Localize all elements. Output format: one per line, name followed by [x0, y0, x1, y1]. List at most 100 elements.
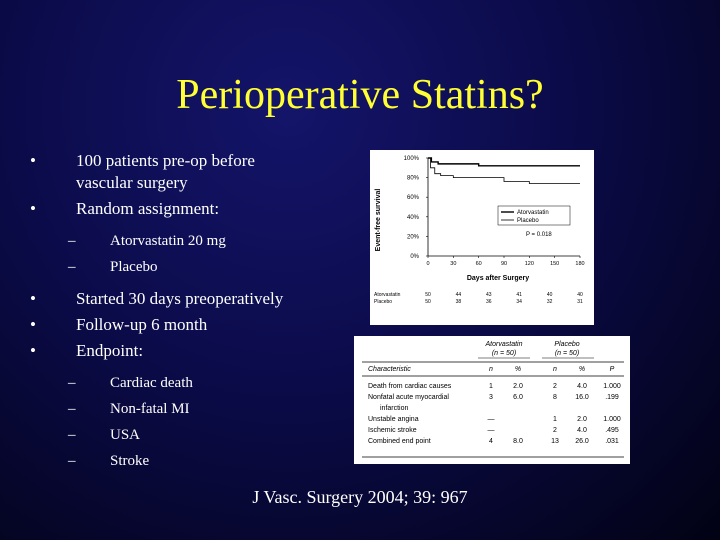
y-tick-label: 20%: [407, 234, 420, 240]
sub-bullet-text: USA: [110, 427, 141, 443]
sub-bullet-item: – USA: [30, 424, 360, 446]
at-risk-value: 36: [486, 299, 492, 305]
at-risk-value: 50: [425, 299, 431, 305]
table-cell: 2.0: [513, 383, 523, 390]
group-header: (n = 50): [555, 350, 579, 357]
bullet-item: • Random assignment:: [30, 198, 360, 220]
at-risk-value: 31: [577, 299, 583, 305]
table-cell: —: [488, 416, 495, 423]
survival-chart: 0% 20% 40% 60% 80% 100% 0 30 60 90 120 150 180 Event…: [374, 156, 585, 305]
x-tick-label: 150: [550, 261, 559, 267]
at-risk-value: 43: [486, 292, 492, 298]
sub-bullet-item: – Atorvastatin 20 mg: [30, 230, 360, 252]
table-col-header: %: [579, 366, 585, 373]
bullet-item: • 100 patients pre-op before: [30, 150, 360, 172]
outcomes-table-figure: Atorvastatin (n = 50) Placebo (n = 50) C…: [354, 336, 630, 464]
table-cell: 4.0: [577, 427, 587, 434]
sub-bullet-item: – Stroke: [30, 450, 360, 472]
bullet-item: vascular surgery: [30, 172, 360, 194]
table-cell: 2: [553, 427, 557, 434]
y-axis-label: Event-free survival: [375, 189, 382, 252]
table-col-header: n: [489, 366, 493, 373]
y-tick-label: 0%: [410, 254, 419, 260]
bullet-item: • Follow-up 6 month: [30, 314, 360, 336]
legend-label: Placebo: [517, 218, 539, 224]
sub-bullet-text: Atorvastatin 20 mg: [110, 233, 226, 249]
x-axis-label: Days after Surgery: [467, 275, 529, 282]
table-cell: 16.0: [575, 394, 589, 401]
table-cell: 1.000: [603, 416, 621, 423]
at-risk-value: 40: [547, 292, 553, 298]
table-cell: 4: [489, 438, 493, 445]
table-cell: 4.0: [577, 383, 587, 390]
table-cell: 1: [489, 383, 493, 390]
bullet-text: Endpoint:: [76, 341, 144, 360]
bullet-marker: •: [30, 341, 36, 360]
sub-bullet-text: Placebo: [110, 259, 158, 275]
sub-bullet-marker: –: [68, 427, 76, 443]
at-risk-label: Placebo: [374, 299, 392, 305]
table-row-label: Unstable angina: [368, 416, 419, 423]
table-col-header: n: [553, 366, 557, 373]
at-risk-value: 40: [577, 292, 583, 298]
bullet-item: • Endpoint:: [30, 340, 360, 362]
bullet-text: Follow-up 6 month: [76, 315, 208, 334]
table-col-header: P: [610, 366, 615, 373]
legend-label: Atorvastatin: [517, 210, 549, 216]
sub-bullet-marker: –: [68, 453, 76, 469]
sub-bullet-marker: –: [68, 401, 76, 417]
sub-bullet-marker: –: [68, 375, 76, 391]
bullet-text: 100 patients pre-op before: [76, 151, 255, 170]
x-tick-label: 60: [476, 261, 482, 267]
sub-bullet-text: Cardiac death: [110, 375, 193, 391]
y-tick-label: 60%: [407, 195, 420, 201]
survival-chart-figure: 0% 20% 40% 60% 80% 100% 0 30 60 90 120 150 180 Event…: [370, 150, 594, 325]
table-cell: 2.0: [577, 416, 587, 423]
outcomes-table: Atorvastatin (n = 50) Placebo (n = 50) C…: [362, 341, 624, 458]
sub-bullet-text: Non-fatal MI: [110, 401, 190, 417]
table-cell: 1: [553, 416, 557, 423]
bullet-marker: •: [30, 315, 36, 334]
bullet-text: vascular surgery: [76, 173, 188, 192]
bullet-marker: •: [30, 151, 36, 170]
bullet-item: • Started 30 days preoperatively: [30, 288, 360, 310]
table-cell: .199: [605, 394, 619, 401]
x-tick-label: 120: [525, 261, 534, 267]
table-col-header: %: [515, 366, 521, 373]
table-row-label: infarction: [380, 405, 409, 412]
table-row-label: Death from cardiac causes: [368, 383, 452, 390]
bullet-marker: •: [30, 289, 36, 308]
at-risk-value: 41: [516, 292, 522, 298]
table-cell: 3: [489, 394, 493, 401]
series-line-atorvastatin: [428, 157, 580, 167]
y-tick-label: 100%: [404, 156, 420, 162]
x-tick-label: 180: [575, 261, 584, 267]
table-cell: 2: [553, 383, 557, 390]
bullet-marker: •: [30, 199, 36, 218]
sub-bullet-marker: –: [68, 259, 76, 275]
legend-box: [497, 205, 571, 226]
at-risk-value: 38: [456, 299, 462, 305]
sub-bullet-item: – Cardiac death: [30, 372, 360, 394]
series-line-placebo: [428, 157, 580, 184]
table-cell: 6.0: [513, 394, 523, 401]
at-risk-value: 44: [456, 292, 462, 298]
table-cell: —: [488, 427, 495, 434]
at-risk-label: Atorvastatin: [374, 292, 401, 298]
at-risk-value: 50: [425, 292, 431, 298]
table-row-label: Ischemic stroke: [368, 427, 417, 434]
table-col-header: Characteristic: [368, 366, 411, 373]
bullet-text: Random assignment:: [76, 199, 220, 218]
bullet-list: • 100 patients pre-op before vascular su…: [30, 150, 360, 476]
sub-bullet-item: – Placebo: [30, 256, 360, 278]
at-risk-value: 34: [516, 299, 522, 305]
group-header: Atorvastatin: [485, 341, 523, 348]
y-tick-label: 80%: [407, 176, 420, 182]
table-cell: 26.0: [575, 438, 589, 445]
table-row-label: Combined end point: [368, 438, 431, 445]
bullet-text: Started 30 days preoperatively: [76, 289, 284, 308]
group-header: (n = 50): [492, 350, 516, 357]
x-tick-label: 30: [450, 261, 456, 267]
group-header: Placebo: [554, 341, 579, 348]
citation: J Vasc. Surgery 2004; 39: 967: [252, 487, 468, 507]
